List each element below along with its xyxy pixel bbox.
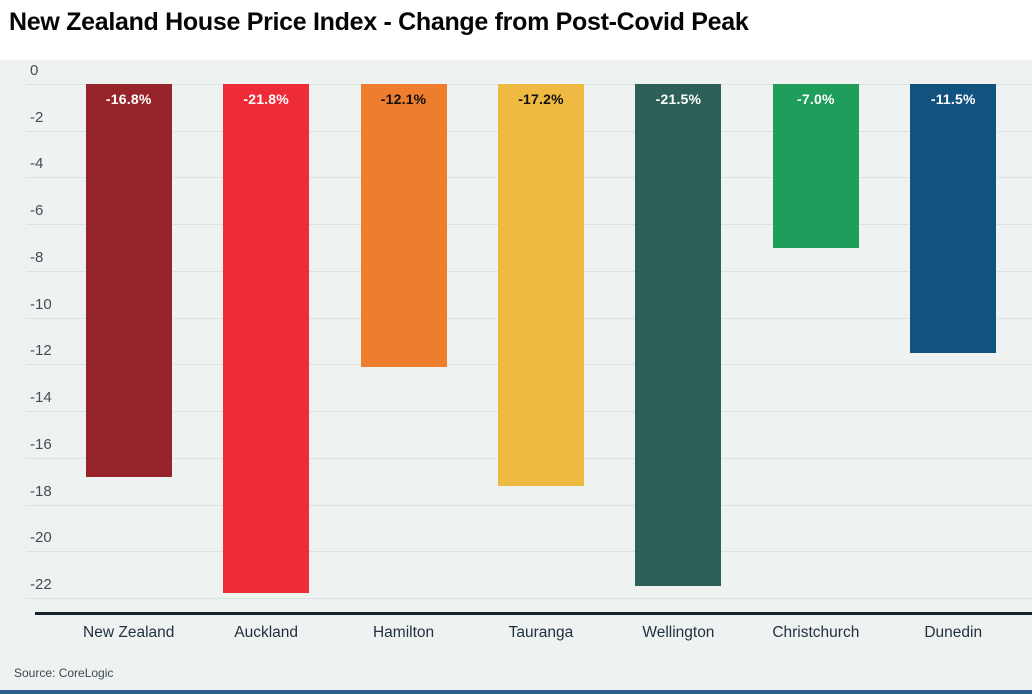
bar-value-label: -12.1% [380,91,427,107]
bar-column-auckland: -21.8% [197,84,334,598]
bar-value-label: -16.8% [105,91,152,107]
chart-area: 0 -2 -4 -6 -8 -10 -12 -14 -16 -18 -20 -22 -16.8% -21… [0,60,1032,694]
gridline [26,598,1032,599]
bar-value-label: -21.8% [243,91,289,107]
bar-column-hamilton: -12.1% [335,84,472,598]
category-label-hamilton: Hamilton [372,624,435,641]
category-label-christchurch: Christchurch [772,624,860,641]
category-label-new-zealand: New Zealand [83,624,175,641]
bar-column-christchurch: -7.0% [747,84,884,598]
x-axis-category-labels: New Zealand Auckland Hamilton Tauranga Welli… [60,624,1022,642]
y-tick-label: -4 [30,155,44,173]
y-tick-label: -18 [30,482,52,500]
y-tick-label: -20 [30,529,52,547]
y-tick-label: -16 [30,435,52,453]
bar-column-dunedin: -11.5% [885,84,1022,598]
y-tick-label: -6 [30,202,44,220]
y-tick-label: -12 [30,342,52,360]
category-label-wellington: Wellington [642,624,715,641]
bar-value-label: -7.0% [797,91,835,107]
category-label-tauranga: Tauranga [508,624,574,641]
bar-new-zealand: -16.8% [85,84,172,477]
bar-wellington: -21.5% [635,84,722,587]
gridline [26,551,1032,553]
y-tick-label: -22 [30,576,52,593]
category-label-auckland: Auckland [234,624,299,641]
bar-column-new-zealand: -16.8% [60,84,197,598]
x-axis-line [35,612,1032,615]
bar-value-label: -21.5% [655,91,702,107]
bar-tauranga: -17.2% [497,84,584,486]
y-tick-label: -10 [30,295,52,313]
chart-title: New Zealand House Price Index - Change f… [9,8,749,36]
bar-dunedin: -11.5% [910,84,997,353]
bar-hamilton: -12.1% [360,84,447,367]
bar-value-label: -11.5% [930,91,976,107]
bar-auckland: -21.8% [223,84,310,594]
y-tick-label: 0 [30,62,39,79]
bar-value-label: -17.2% [518,91,564,107]
bar-column-wellington: -21.5% [610,84,747,598]
y-tick-label: -8 [30,248,44,266]
bar-column-tauranga: -17.2% [472,84,609,598]
y-tick-label: -2 [30,108,44,126]
bar-christchurch: -7.0% [772,84,859,248]
source-note: Source: CoreLogic [14,666,114,680]
gridline [26,504,1032,506]
y-tick-label: -14 [30,389,52,407]
plot-area: -16.8% -21.8% -12.1% -17.2% -21.5% -7.0% -11.5… [60,84,1022,598]
category-label-dunedin: Dunedin [924,624,983,641]
